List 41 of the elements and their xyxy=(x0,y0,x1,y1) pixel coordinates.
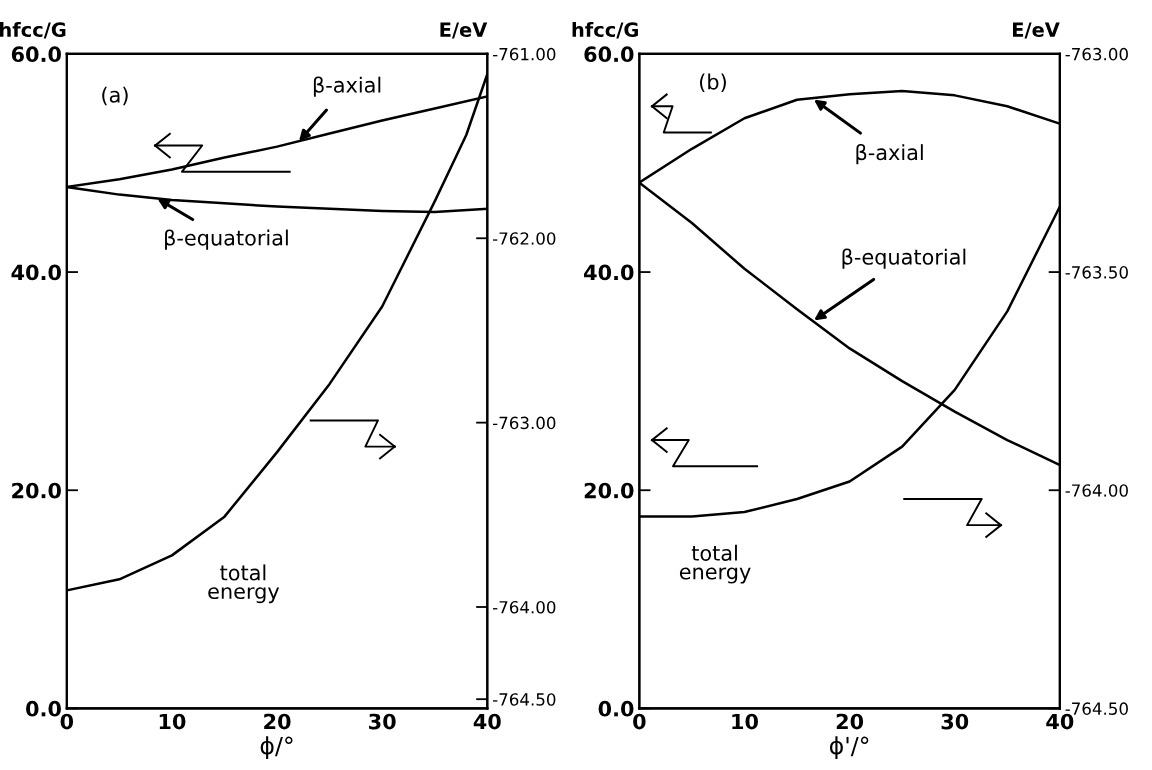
y-tick-label: 0.0 xyxy=(598,700,634,717)
y2-tick-label: -764.50 xyxy=(492,693,556,706)
x-tick-label: 0 xyxy=(633,713,646,730)
y2-tick-label: -761.00 xyxy=(492,47,556,61)
y2-axis-title: E/eV xyxy=(1013,22,1060,39)
y2-tick-label: -764.00 xyxy=(1065,484,1128,497)
x-tick-label: 10 xyxy=(159,713,186,730)
x-tick-label: 20 xyxy=(264,713,291,730)
x-tick-label: 10 xyxy=(732,713,758,730)
annotation: (a) xyxy=(102,86,128,106)
annotation: β-axial xyxy=(313,76,381,97)
annotation: total energy xyxy=(679,544,751,584)
y2-tick-label: -763.00 xyxy=(1065,47,1128,61)
y-axis-title: hfcc/G xyxy=(0,21,66,39)
y2-tick-label: -762.00 xyxy=(492,232,556,245)
y2-tick-label: -763.00 xyxy=(492,416,556,430)
x-tick-label: 30 xyxy=(941,713,969,730)
y-tick-label: 40.0 xyxy=(11,264,61,281)
x-tick-label: 30 xyxy=(369,713,396,730)
x-axis-title: ϕ/° xyxy=(260,736,293,760)
x-tick-label: 0 xyxy=(60,713,74,730)
y2-tick-label: -763.50 xyxy=(1065,266,1128,279)
x-axis-title: ϕ'/° xyxy=(829,736,869,760)
y2-axis-title: E/eV xyxy=(440,22,488,39)
y2-tick-label: -764.00 xyxy=(492,600,556,614)
x-tick-label: 40 xyxy=(473,713,501,730)
y-axis-title: hfcc/G xyxy=(572,21,638,39)
annotation: β-equatorial xyxy=(842,248,966,269)
y-tick-label: 20.0 xyxy=(12,482,61,499)
y2-tick-label: -764.50 xyxy=(1065,702,1128,715)
annotation: β-axial xyxy=(856,144,923,165)
x-tick-label: 20 xyxy=(836,713,864,730)
x-tick-label: 40 xyxy=(1046,713,1074,730)
y-tick-label: 60.0 xyxy=(11,46,61,63)
annotation: β-equatorial xyxy=(165,229,288,250)
y-tick-label: 20.0 xyxy=(584,482,634,499)
annotation: total energy xyxy=(208,564,280,604)
y-tick-label: 60.0 xyxy=(584,46,634,63)
annotation: (b) xyxy=(700,73,726,93)
y-tick-label: 0.0 xyxy=(26,700,61,717)
y-tick-label: 40.0 xyxy=(584,264,634,281)
